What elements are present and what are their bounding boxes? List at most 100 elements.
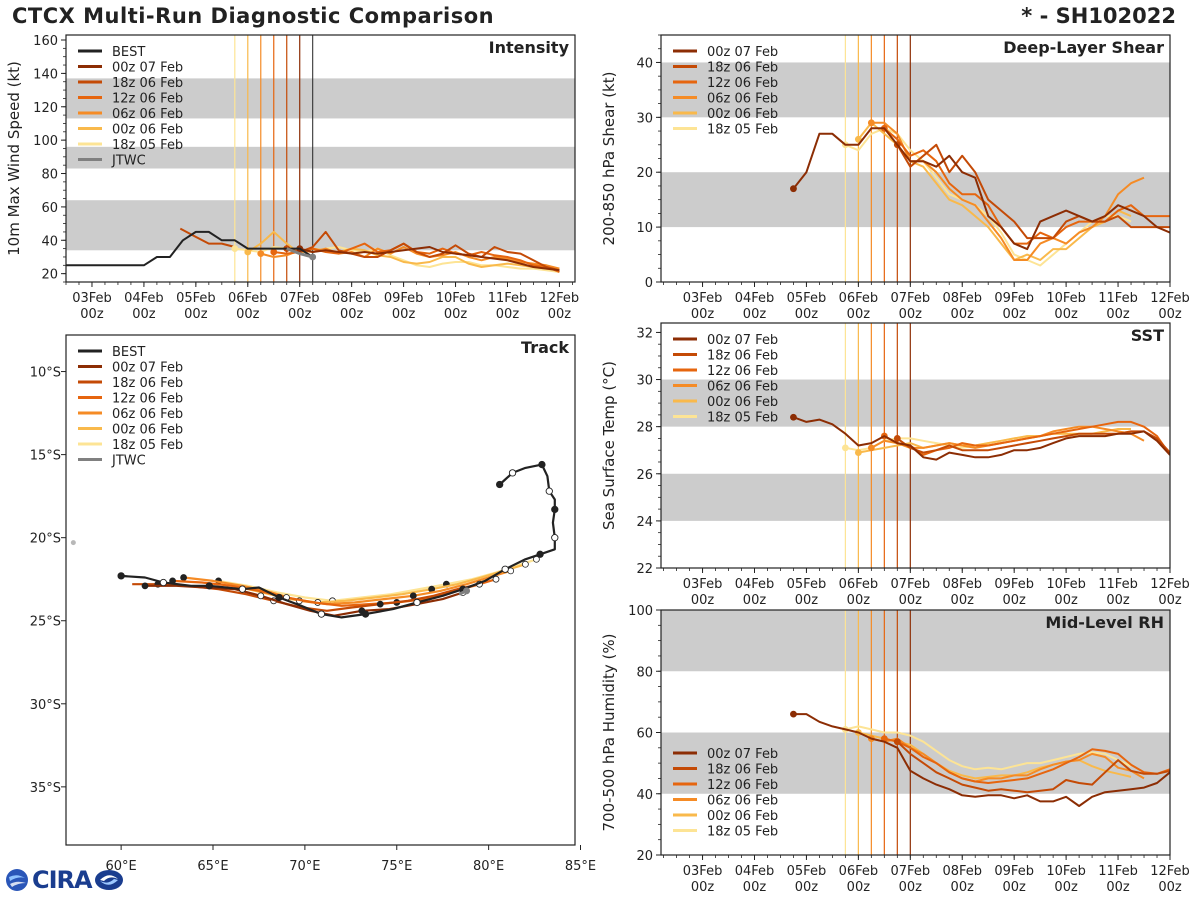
shear-panel: 0 10 20 30 40 03Feb 00z 04Feb 00z 05Feb 00z 06Feb 00… <box>600 34 1190 322</box>
intensity-legend-label: BEST <box>112 45 145 60</box>
intensity-series-start-point <box>257 250 265 258</box>
track-point <box>521 560 529 568</box>
intensity-best-line <box>66 230 314 267</box>
intensity-ytick-label: 140 <box>33 67 58 82</box>
intensity-ytick-label: 160 <box>33 34 58 49</box>
best-track-point <box>205 582 213 590</box>
sst-xtick-label: 07Feb 00z <box>891 577 931 608</box>
track-point <box>257 592 265 600</box>
intensity-band-0 <box>66 200 575 251</box>
track-point <box>409 592 417 600</box>
shear-xtick-label: 10Feb 00z <box>1046 291 1086 322</box>
sst-ytick-label: 32 <box>636 326 653 341</box>
track-xtick-label: 60°E <box>105 859 136 874</box>
track-legend-label: 12z 06 Feb <box>112 392 183 407</box>
best-track-point <box>545 487 553 495</box>
shear-band-0 <box>661 172 1170 228</box>
rh-legend-label: 18z 06 Feb <box>707 763 778 778</box>
shear-xtick-label: 05Feb 00z <box>787 291 827 322</box>
jtwc-point <box>463 587 471 595</box>
shear-legend-label: 18z 06 Feb <box>707 61 778 76</box>
intensity-xtick-label: 07Feb 00z <box>280 291 320 322</box>
rh-xtick-label: 05Feb 00z <box>787 864 827 895</box>
intensity-ylabel: 10m Max Wind Speed (kt) <box>5 61 23 256</box>
rh-series-06z-06-Feb <box>871 737 1145 783</box>
intensity-xtick-label: 10Feb 00z <box>436 291 476 322</box>
rh-ylabel: 700-500 hPa Humidity (%) <box>600 633 618 831</box>
intensity-legend-label: 06z 06 Feb <box>112 107 183 122</box>
cira-logo: CIRA <box>4 866 124 894</box>
intensity-xtick-label: 05Feb 00z <box>176 291 216 322</box>
track-legend-label: 00z 06 Feb <box>112 423 183 438</box>
shear-xtick-label: 06Feb 00z <box>839 291 879 322</box>
sst-legend-label: 00z 07 Feb <box>707 333 778 348</box>
sst-series-start-point <box>790 413 797 421</box>
rh-series-12z-06-Feb <box>884 737 1170 784</box>
track-xtick-label: 70°E <box>289 859 320 874</box>
rh-series-18z-06-Feb <box>896 740 1170 794</box>
sst-ylabel: Sea Surface Temp (°C) <box>600 361 618 530</box>
track-ytick-label: 35°S <box>30 781 61 796</box>
sst-xtick-label: 08Feb 00z <box>942 577 982 608</box>
rh-legend-label: 18z 05 Feb <box>707 825 778 840</box>
sst-series-start-point <box>854 449 862 456</box>
sst-legend-label: 18z 06 Feb <box>707 349 778 364</box>
rh-legend-label: 00z 07 Feb <box>707 747 778 762</box>
sst-series-start-point <box>893 435 901 442</box>
rh-legend-label: 00z 06 Feb <box>707 809 778 824</box>
hurricane-icon <box>94 870 123 890</box>
best-track-point <box>238 585 247 593</box>
jtwc-point <box>309 253 317 261</box>
rh-series-start-point <box>790 710 797 718</box>
best-track-point <box>538 460 546 469</box>
shear-xtick-label: 08Feb 00z <box>942 291 982 322</box>
track-point <box>376 600 384 608</box>
intensity-legend-label: 18z 05 Feb <box>112 138 183 153</box>
track-frame <box>65 334 576 846</box>
rh-xtick-label: 12Feb 00z <box>1150 864 1190 895</box>
track-panel: 60°E 65°E 70°E 75°E 80°E 85°E 10°S 15°S 20°S 25°S… <box>30 334 596 874</box>
sst-ytick-label: 30 <box>636 374 653 389</box>
track-ytick-label: 25°S <box>30 615 61 630</box>
logo-text: CIRA <box>32 866 93 894</box>
intensity-xtick-label: 06Feb 00z <box>228 291 268 322</box>
intensity-legend-label: 12z 06 Feb <box>112 92 183 107</box>
sst-band-0 <box>661 473 1170 521</box>
shear-xtick-label: 07Feb 00z <box>891 291 931 322</box>
rh-ytick-label: 40 <box>636 788 653 803</box>
sst-ytick-label: 22 <box>636 562 653 577</box>
shear-ytick-label: 0 <box>645 276 653 291</box>
page-title: CTCX Multi-Run Diagnostic Comparison <box>12 4 495 28</box>
sst-xtick-label: 06Feb 00z <box>839 577 879 608</box>
sst-frame <box>660 322 1171 569</box>
intensity-ytick-label: 80 <box>41 168 58 183</box>
shear-legend-label: 06z 06 Feb <box>707 92 778 107</box>
shear-xtick-label: 11Feb 00z <box>1098 291 1138 322</box>
shear-ytick-label: 10 <box>636 221 653 236</box>
track-ytick-label: 10°S <box>30 366 61 381</box>
rh-band-1 <box>661 610 1170 672</box>
intensity-xtick-label: 08Feb 00z <box>332 291 372 322</box>
shear-xtick-label: 03Feb 00z <box>683 291 723 322</box>
sst-xtick-label: 10Feb 00z <box>1046 577 1086 608</box>
shear-series-start-point <box>854 135 862 143</box>
sst-title: SST <box>1131 326 1164 345</box>
intensity-legend-label: 00z 07 Feb <box>112 61 183 76</box>
shear-series-start-point <box>867 119 875 127</box>
intensity-xtick-label: 09Feb 00z <box>384 291 424 322</box>
track-title: Track <box>521 338 569 357</box>
intensity-xtick-label: 04Feb 00z <box>124 291 164 322</box>
sst-legend-label: 06z 06 Feb <box>707 380 778 395</box>
best-track-point <box>117 572 125 580</box>
sst-legend-label: 12z 06 Feb <box>707 364 778 379</box>
shear-ytick-label: 20 <box>636 166 653 181</box>
rh-xtick-label: 03Feb 00z <box>683 864 723 895</box>
best-track-point <box>496 480 504 489</box>
shear-title: Deep-Layer Shear <box>1003 38 1164 57</box>
intensity-ytick-label: 40 <box>41 234 58 249</box>
rh-xtick-label: 11Feb 00z <box>1098 864 1138 895</box>
shear-xtick-label: 09Feb 00z <box>994 291 1034 322</box>
sst-panel: 22 24 26 28 30 32 03Feb 00z 04Feb 00z 05Feb 00z 06Fe… <box>600 322 1190 608</box>
track-legend-label: 18z 06 Feb <box>112 376 183 391</box>
